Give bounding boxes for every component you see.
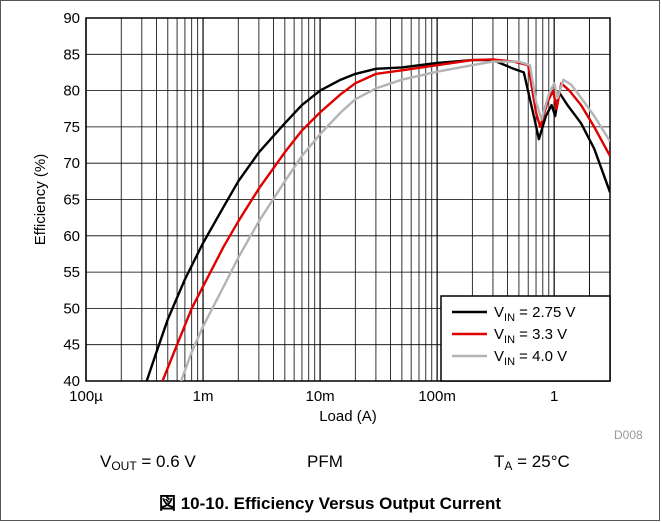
- ta-sub: A: [504, 459, 513, 473]
- y-tick-label: 55: [63, 264, 80, 281]
- legend-entry: VIN = 2.75 V: [494, 304, 575, 324]
- y-tick-label: 85: [63, 46, 80, 63]
- series-line-3: [179, 60, 610, 381]
- series-line-1: [145, 58, 610, 381]
- x-tick-labels: 100µ 1m 10m 100m 1: [69, 388, 558, 405]
- y-axis-title: Efficiency (%): [32, 154, 49, 245]
- legend-entry: VIN = 4.0 V: [494, 348, 567, 368]
- figure-caption: 図 10-10. Efficiency Versus Output Curren…: [159, 494, 501, 513]
- vout-sub: OUT: [111, 459, 137, 473]
- vout-main: V: [100, 452, 112, 471]
- x-axis-title: Load (A): [319, 408, 377, 425]
- series-line-2: [161, 58, 610, 381]
- y-tick-label: 70: [63, 155, 80, 172]
- x-tick-label: 1m: [193, 388, 214, 405]
- x-tick-label: 1: [550, 388, 558, 405]
- y-tick-label: 65: [63, 192, 80, 209]
- y-tick-label: 75: [63, 119, 80, 136]
- y-tick-label: 80: [63, 83, 80, 100]
- y-tick-label: 90: [63, 10, 80, 27]
- legend-entry: VIN = 3.3 V: [494, 326, 567, 346]
- temperature-condition: TA = 25°C: [494, 452, 570, 473]
- y-tick-label: 40: [63, 373, 80, 390]
- y-tick-label: 60: [63, 228, 80, 245]
- plot-area: [85, 17, 611, 382]
- legend-box: [440, 295, 611, 382]
- x-tick-label: 10m: [305, 388, 334, 405]
- vout-condition: VOUT = 0.6 V: [100, 452, 196, 473]
- y-tick-label: 45: [63, 337, 80, 354]
- x-tick-label: 100m: [418, 388, 456, 405]
- ta-main: T: [494, 452, 505, 471]
- y-tick-label: 50: [63, 300, 80, 317]
- ta-value: = 25°C: [512, 452, 570, 471]
- vout-value: = 0.6 V: [136, 452, 196, 471]
- x-tick-label: 100µ: [69, 388, 103, 405]
- mode-condition: PFM: [307, 452, 343, 471]
- series-lines: [145, 58, 610, 381]
- figure-code: D008: [614, 428, 643, 442]
- y-tick-labels: 40 45 50 55 60 65 70 75 80 85 90: [63, 10, 80, 390]
